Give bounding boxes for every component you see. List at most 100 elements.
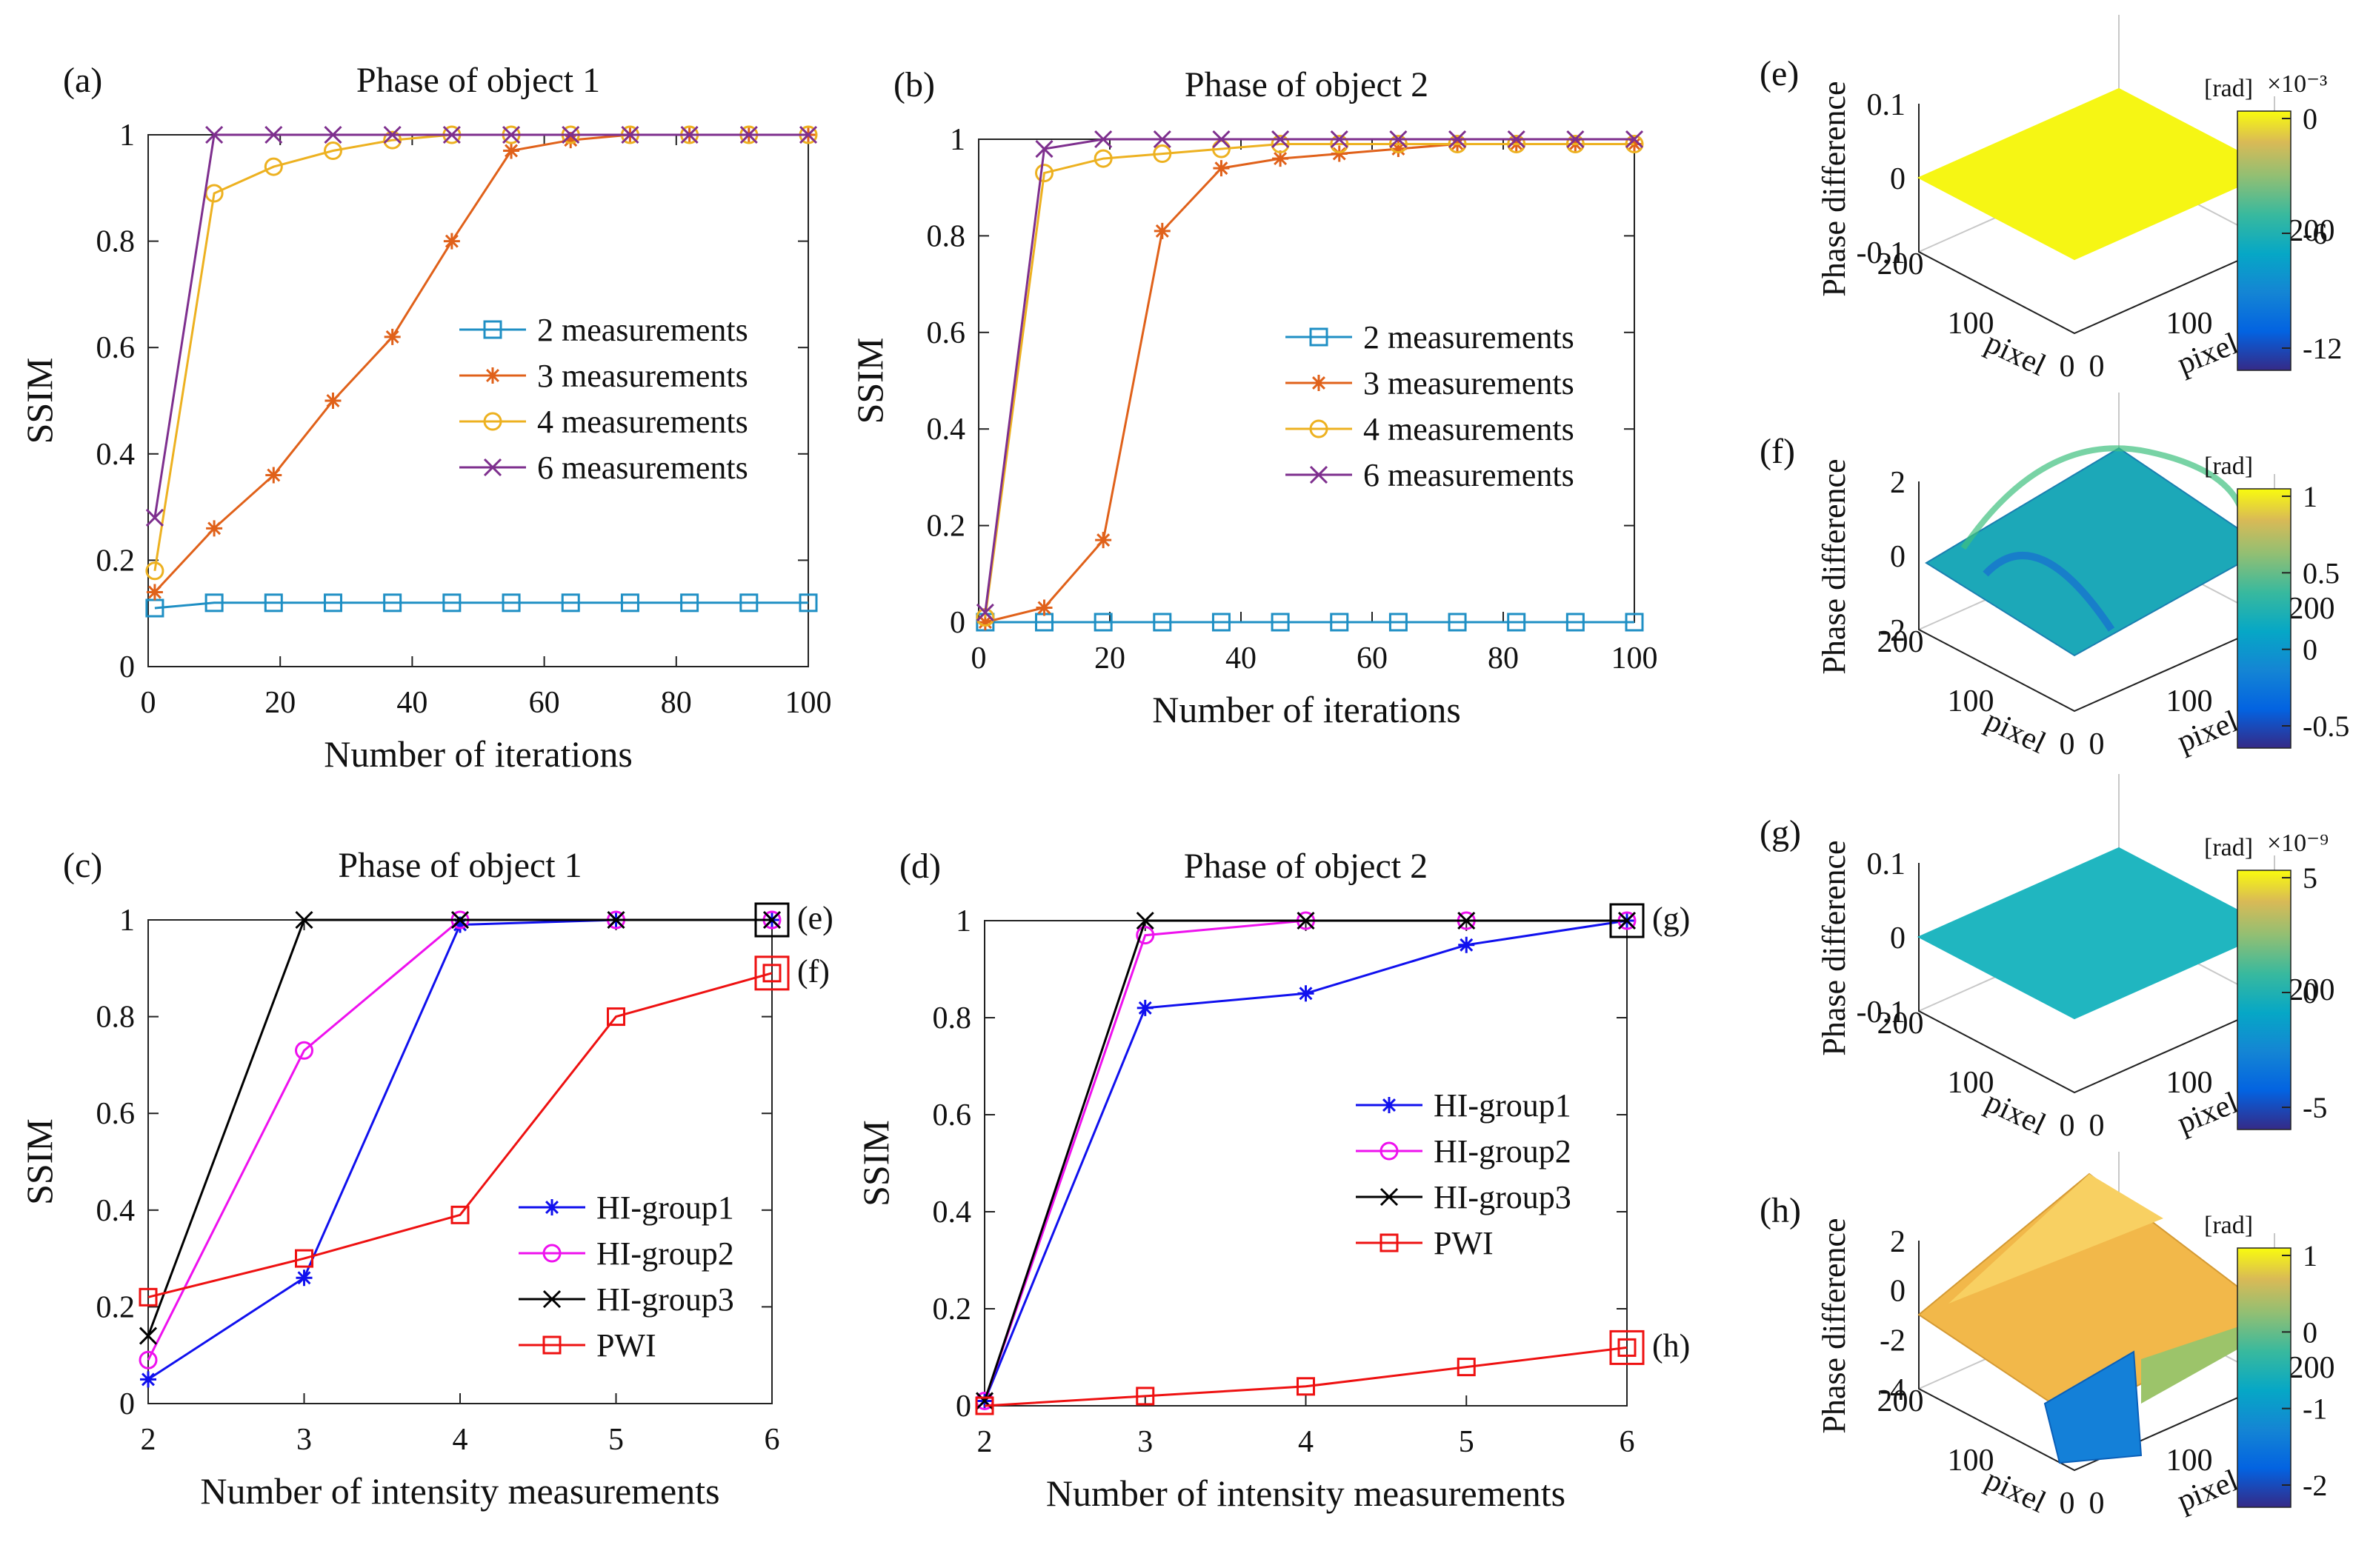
z-tick-label: 2 (1890, 466, 1906, 500)
surface-trough (2043, 1350, 2143, 1464)
callout-label: (h) (1652, 1327, 1690, 1364)
z-tick-label: -2 (1880, 1324, 1906, 1358)
base-tick-label: 200 (1877, 247, 1924, 281)
data-point (1136, 926, 1155, 945)
colorbar-tick-label: 0 (2303, 633, 2317, 667)
series-6-measurements (145, 125, 818, 527)
y-tick-label: 1 (119, 119, 135, 153)
data-point (139, 1327, 158, 1345)
y-tick-label: 0.2 (933, 1292, 972, 1327)
y-tick-label: 1 (956, 904, 971, 938)
colorbar (2237, 488, 2292, 749)
legend: HI-group1 HI-group2 HI-group3 PWI (519, 1190, 734, 1364)
data-point (323, 141, 342, 161)
base-tick-label: 200 (1877, 1007, 1924, 1041)
z-axis-label: Phase difference (1816, 81, 1852, 296)
data-point (502, 593, 521, 613)
callout-box (1609, 903, 1645, 938)
data-point (1297, 985, 1314, 1002)
data-point (1331, 145, 1348, 162)
legend-label: HI-group1 (1434, 1087, 1571, 1124)
series-hi-group3 (139, 910, 782, 1345)
data-point (976, 614, 994, 630)
x-tick-label: 80 (661, 686, 692, 720)
data-point (1507, 613, 1526, 632)
chart-title: Phase of object 2 (1185, 65, 1428, 104)
data-point (140, 1371, 156, 1388)
colorbar-tick-label: -5 (2303, 1091, 2327, 1124)
data-point (1330, 613, 1349, 632)
data-point (1136, 911, 1154, 930)
base-tick-label: 0 (2089, 350, 2105, 384)
colorbar (2237, 110, 2292, 371)
data-point (296, 1270, 313, 1287)
legend-label: 6 measurements (1363, 457, 1574, 493)
legend-label: HI-group1 (596, 1190, 734, 1226)
data-point (1457, 1358, 1476, 1377)
z-tick-label: -0.1 (1857, 995, 1906, 1030)
z-tick-label: 0 (1890, 1275, 1906, 1309)
y-tick-label: 1 (119, 904, 135, 938)
colorbar-unit: [rad] (2204, 453, 2253, 480)
base-tick-label: 0 (2060, 350, 2075, 384)
x-tick-label: 5 (608, 1423, 624, 1457)
x-axis-label: pixel (1980, 326, 2051, 383)
z-axis-label: Phase difference (1816, 1218, 1852, 1433)
data-point (502, 125, 521, 144)
data-point (145, 508, 164, 527)
data-point (1448, 135, 1467, 154)
callout-label: (e) (797, 900, 833, 936)
z-tick-label: -0.1 (1857, 236, 1906, 270)
data-point (1507, 135, 1526, 154)
x-tick-label: 80 (1488, 641, 1519, 675)
legend-marker (542, 1290, 562, 1309)
data-point (1625, 130, 1644, 149)
y-tick-label: 0.4 (927, 413, 966, 447)
y-tick-label: 0.8 (927, 219, 966, 253)
y-tick-label: 0.2 (927, 510, 966, 544)
data-point (562, 125, 580, 144)
data-point (383, 593, 402, 613)
x-axis-label: Number of iterations (1152, 689, 1461, 730)
data-point (799, 593, 818, 613)
data-point (1617, 1338, 1637, 1357)
box-axes (1918, 481, 2275, 713)
data-point (762, 910, 782, 930)
panel-label: (e) (1760, 54, 1799, 93)
data-point (1330, 135, 1349, 154)
colorbar-tick-label: -2 (2303, 1469, 2327, 1502)
chart-panel-a: Phase of object 1 (a) Number of iterations… (19, 61, 832, 775)
x-tick-label: 3 (1137, 1425, 1153, 1459)
x-tick-label: 40 (396, 686, 427, 720)
data-point (1565, 613, 1585, 632)
base-tick-label: 0 (2089, 1487, 2105, 1521)
data-point (607, 1007, 625, 1027)
legend-marker (1379, 1141, 1399, 1161)
y-tick-label: 0 (119, 650, 135, 684)
legend-label: 3 measurements (1363, 365, 1574, 401)
y-tick-label: 0.6 (927, 316, 966, 350)
x-axis-label: Number of intensity measurements (1046, 1472, 1565, 1514)
panel-label: (c) (63, 846, 102, 885)
base-tick-label: 200 (2289, 1351, 2335, 1385)
data-point (1213, 160, 1230, 177)
x-axis-label: pixel (1980, 1463, 2051, 1520)
base-tick-label: 100 (1948, 307, 1994, 341)
data-point (1448, 613, 1467, 632)
chart-panel-b: Phase of object 2 (b) Number of iterations… (849, 65, 1658, 730)
y-tick-label: 0.2 (96, 544, 136, 578)
data-point (264, 593, 283, 613)
legend-marker (485, 367, 501, 384)
y-tick-label: 0.2 (96, 1290, 136, 1324)
z-tick-label: -2 (1880, 614, 1906, 648)
base-tick-label: 200 (2289, 973, 2335, 1007)
data-point (1330, 130, 1348, 149)
surface-valley (1983, 552, 2115, 632)
data-point (1271, 613, 1290, 632)
y-axis-label: SSIM (19, 1118, 60, 1205)
legend-marker (483, 458, 502, 477)
colorbar-tick-label: 1 (2303, 1239, 2317, 1272)
data-point (1212, 130, 1231, 149)
y-axis-label: SSIM (855, 1120, 896, 1207)
